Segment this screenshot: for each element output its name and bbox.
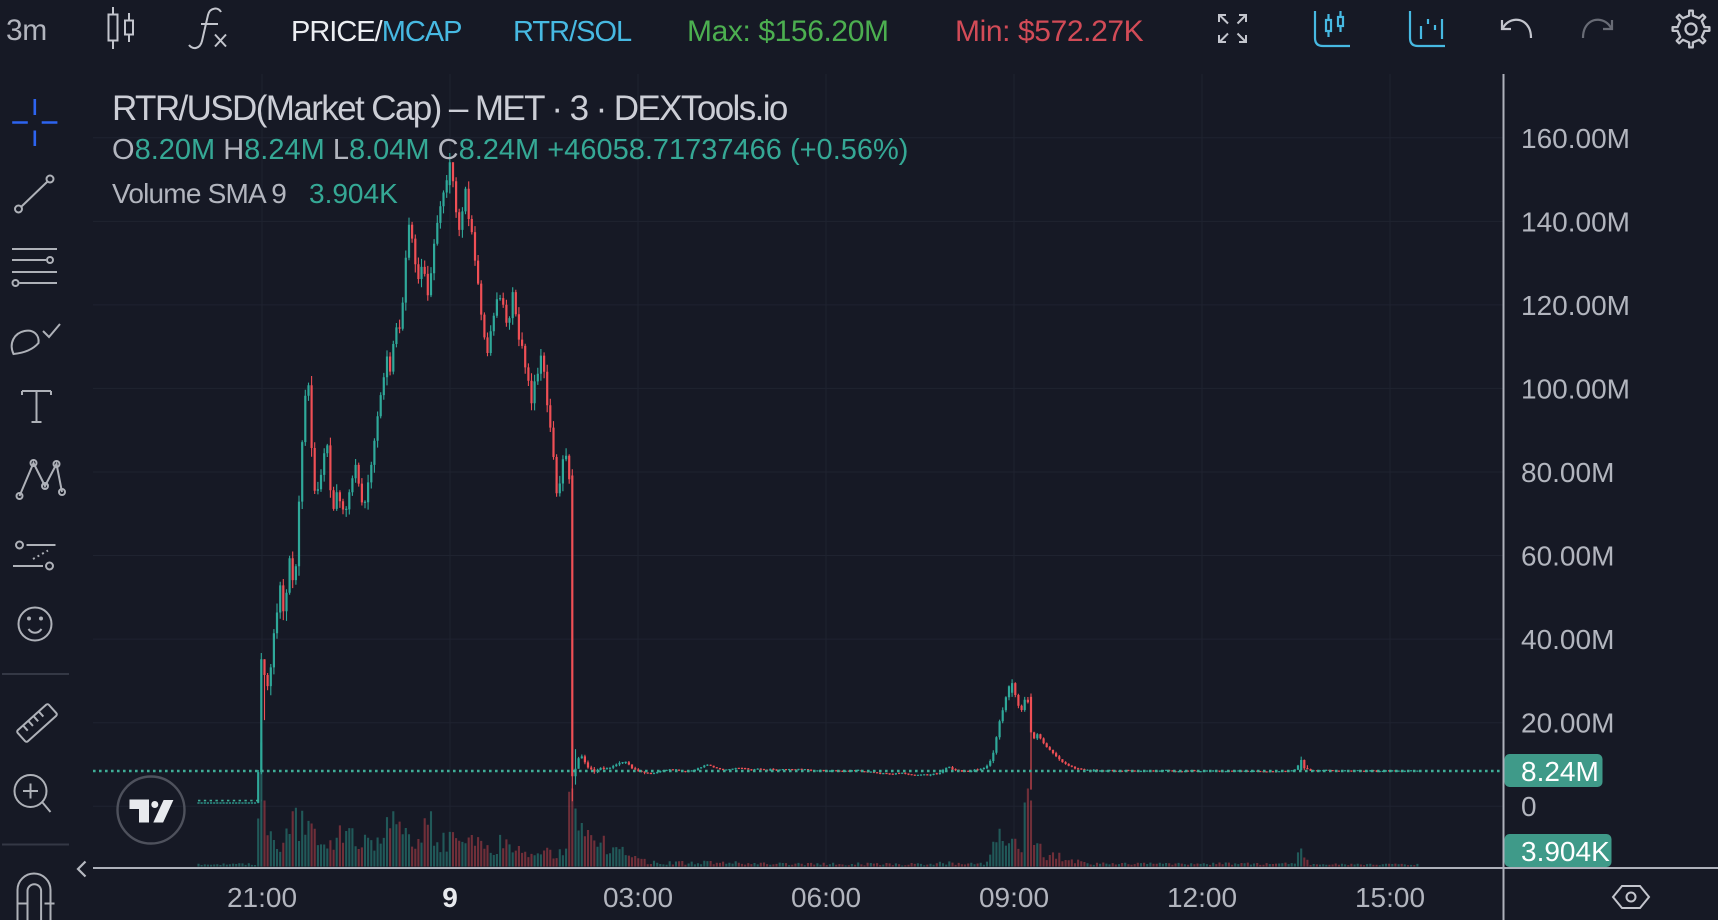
svg-text:RTR/SOL: RTR/SOL — [513, 16, 632, 48]
svg-text:Min: $572.27K: Min: $572.27K — [955, 15, 1144, 48]
svg-text:PRICE/MCAP: PRICE/MCAP — [291, 16, 461, 48]
svg-text:Max: $156.20M: Max: $156.20M — [687, 15, 889, 48]
svg-text:3.904K: 3.904K — [1521, 836, 1610, 867]
svg-text:9: 9 — [442, 882, 458, 913]
svg-text:Volume SMA 9: Volume SMA 9 — [112, 178, 286, 209]
svg-text:140.00M: 140.00M — [1521, 206, 1630, 237]
svg-text:3m: 3m — [6, 14, 47, 47]
svg-text:80.00M: 80.00M — [1521, 457, 1614, 488]
svg-text:40.00M: 40.00M — [1521, 624, 1614, 655]
svg-text:100.00M: 100.00M — [1521, 373, 1630, 404]
svg-text:12:00: 12:00 — [1167, 882, 1237, 913]
svg-text:03:00: 03:00 — [603, 882, 673, 913]
svg-text:3.904K: 3.904K — [309, 178, 398, 209]
svg-text:09:00: 09:00 — [979, 882, 1049, 913]
svg-text:20.00M: 20.00M — [1521, 708, 1614, 739]
svg-text:0: 0 — [1521, 791, 1537, 822]
svg-text:120.00M: 120.00M — [1521, 290, 1630, 321]
svg-text:06:00: 06:00 — [791, 882, 861, 913]
svg-text:21:00: 21:00 — [227, 882, 297, 913]
svg-text:8.24M: 8.24M — [1521, 756, 1599, 787]
svg-text:15:00: 15:00 — [1355, 882, 1425, 913]
svg-text:160.00M: 160.00M — [1521, 123, 1630, 154]
svg-text:RTR/USD(Market Cap) – MET · 3: RTR/USD(Market Cap) – MET · 3 · DEXTools… — [112, 89, 787, 128]
svg-text:O8.20M H8.24M L8.04M C8.24M +4: O8.20M H8.24M L8.04M C8.24M +46058.71737… — [112, 134, 908, 166]
svg-text:60.00M: 60.00M — [1521, 541, 1614, 572]
